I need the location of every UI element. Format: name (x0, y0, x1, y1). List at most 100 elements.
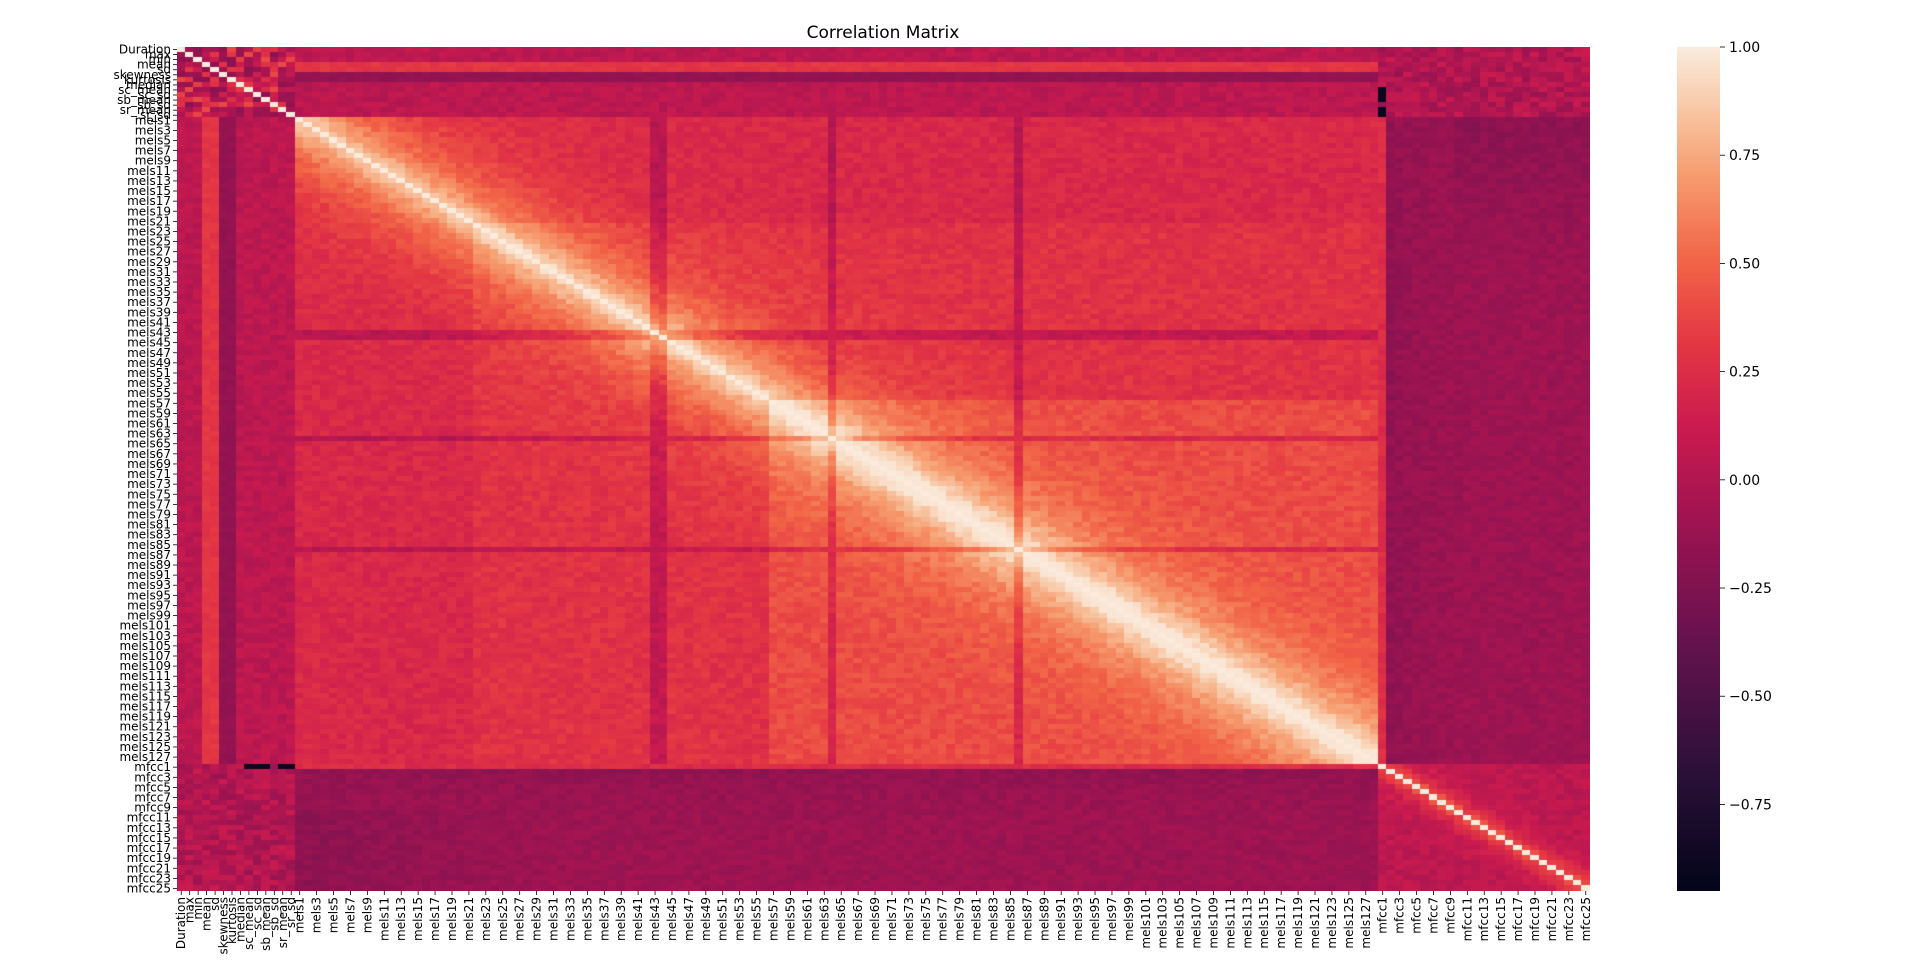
x-tick-label: sd (208, 897, 222, 911)
colorbar-tick-label: 0.00 (1729, 473, 1760, 489)
y-tick-label: mfcc23 (127, 871, 171, 885)
x-tick-label: mels91 (1054, 897, 1068, 941)
y-tick-label: mfcc7 (134, 791, 171, 805)
y-tick-label: mels41 (127, 315, 171, 329)
x-tick-label: Duration (174, 897, 188, 949)
y-tick-label: mfcc3 (134, 770, 171, 784)
y-tick-label: mels35 (127, 285, 171, 299)
y-tick-label: mels49 (127, 356, 171, 370)
y-tick-label: mels9 (135, 154, 171, 168)
heatmap-cells (177, 47, 1590, 891)
y-tick-label: mfcc13 (127, 821, 171, 835)
x-tick-label: mels73 (902, 897, 916, 941)
y-tick-label: mels85 (127, 538, 171, 552)
y-tick-label: mean (137, 58, 171, 72)
x-tick-label: mels29 (530, 897, 544, 941)
x-tick-label: mels23 (479, 897, 493, 941)
colorbar-tick-label: −0.50 (1729, 689, 1772, 705)
x-tick-label: mels51 (716, 897, 730, 941)
x-tick-label: mfcc5 (1410, 897, 1424, 934)
y-tick-label: sr_mean (120, 103, 171, 117)
y-tick-label: sc_sd (138, 88, 171, 102)
y-tick-label: mels99 (127, 609, 171, 623)
y-tick-label: max (145, 48, 171, 62)
x-tick-label: mels37 (597, 897, 611, 941)
x-tick-label: mels13 (394, 897, 408, 941)
x-tick-label: mels27 (513, 897, 527, 941)
x-tick-label: mels21 (462, 897, 476, 941)
x-tick-label: mels117 (1274, 897, 1288, 949)
x-tick-label: mels9 (360, 897, 374, 933)
x-tick-label: mels99 (1122, 897, 1136, 941)
x-tick-label: mels25 (496, 897, 510, 941)
x-tick-label: min (191, 897, 205, 920)
y-tick-label: mels31 (127, 265, 171, 279)
y-tick-label: mels25 (127, 235, 171, 249)
y-tick-label: min (148, 53, 171, 67)
x-tick-label: mels119 (1291, 897, 1305, 949)
x-tick-label: mels65 (834, 897, 848, 941)
y-tick-label: mels83 (127, 528, 171, 542)
y-tick-label: mels37 (127, 295, 171, 309)
y-tick-label: mels61 (127, 417, 171, 431)
colorbar-gradient (1677, 47, 1720, 891)
y-tick-label: mels71 (127, 467, 171, 481)
x-tick-label: sc_mean (242, 897, 256, 950)
y-tick-label: mfcc21 (127, 861, 171, 875)
x-tick-label: max (183, 897, 197, 923)
x-tick-label: skewness (217, 897, 231, 954)
x-tick-label: mels79 (953, 897, 967, 941)
x-tick-label: mels35 (580, 897, 594, 941)
x-tick-label: mfcc11 (1460, 897, 1474, 941)
x-tick-label: mels55 (750, 897, 764, 941)
x-tick-label: sr_sd (284, 897, 298, 928)
y-tick-label: mels89 (127, 558, 171, 572)
y-tick-label: mels125 (119, 740, 171, 754)
colorbar-ticks: 1.00 0.75 0.50 0.25 0.00 −0.25 −0.50 −0.75 (1720, 40, 1772, 813)
y-tick-label: mels7 (135, 144, 171, 158)
x-tick-label: mels123 (1325, 897, 1339, 949)
y-tick-label: mels27 (127, 245, 171, 259)
x-tick-label: mean (200, 897, 214, 931)
y-tick-label: mels127 (119, 750, 171, 764)
x-tick-label: mels39 (614, 897, 628, 941)
y-tick-label: mels79 (127, 507, 171, 521)
x-tick-label: mfcc23 (1562, 897, 1576, 941)
y-tick-label: mels45 (127, 336, 171, 350)
x-tick-label: sr_mean (276, 897, 290, 948)
x-tick-label: mels49 (699, 897, 713, 941)
x-tick-label: mels121 (1308, 897, 1322, 949)
y-tick-label: mels15 (127, 184, 171, 198)
x-tick-label: mels69 (868, 897, 882, 941)
y-tick-label: mels29 (127, 255, 171, 269)
x-tick-label: mels125 (1342, 897, 1356, 949)
y-tick-label: mels5 (135, 133, 171, 147)
colorbar-tick-label: 1.00 (1729, 40, 1760, 56)
y-tick-label: mels39 (127, 305, 171, 319)
y-tick-label: mels87 (127, 548, 171, 562)
y-tick-label: mels67 (127, 447, 171, 461)
y-tick-label: mfcc1 (134, 760, 171, 774)
x-tick-label: mels109 (1206, 897, 1220, 949)
y-tick-label: mels105 (119, 639, 171, 653)
y-tick-label: mels97 (127, 598, 171, 612)
x-tick-label: mels31 (547, 897, 561, 941)
y-tick-label: mels95 (127, 588, 171, 602)
x-tick-label: mels59 (783, 897, 797, 941)
y-tick-label: mels51 (127, 366, 171, 380)
x-tick-label: mels127 (1359, 897, 1373, 949)
x-tick-label: mels15 (411, 897, 425, 941)
x-tick-label: mfcc1 (1376, 897, 1390, 934)
y-tick-label: mels59 (127, 406, 171, 420)
x-tick-label: mels1 (293, 897, 307, 933)
y-tick-label: Duration (119, 43, 171, 57)
x-tick-label: median (233, 897, 247, 942)
y-tick-label: mels3 (135, 123, 171, 137)
y-tick-label: skewness (114, 68, 171, 82)
x-tick-label: mfcc15 (1494, 897, 1508, 941)
y-tick-label: mels91 (127, 568, 171, 582)
x-tick-label: mels41 (631, 897, 645, 941)
colorbar-tick-label: 0.75 (1729, 148, 1760, 164)
colorbar-tick-label: −0.25 (1729, 581, 1772, 597)
